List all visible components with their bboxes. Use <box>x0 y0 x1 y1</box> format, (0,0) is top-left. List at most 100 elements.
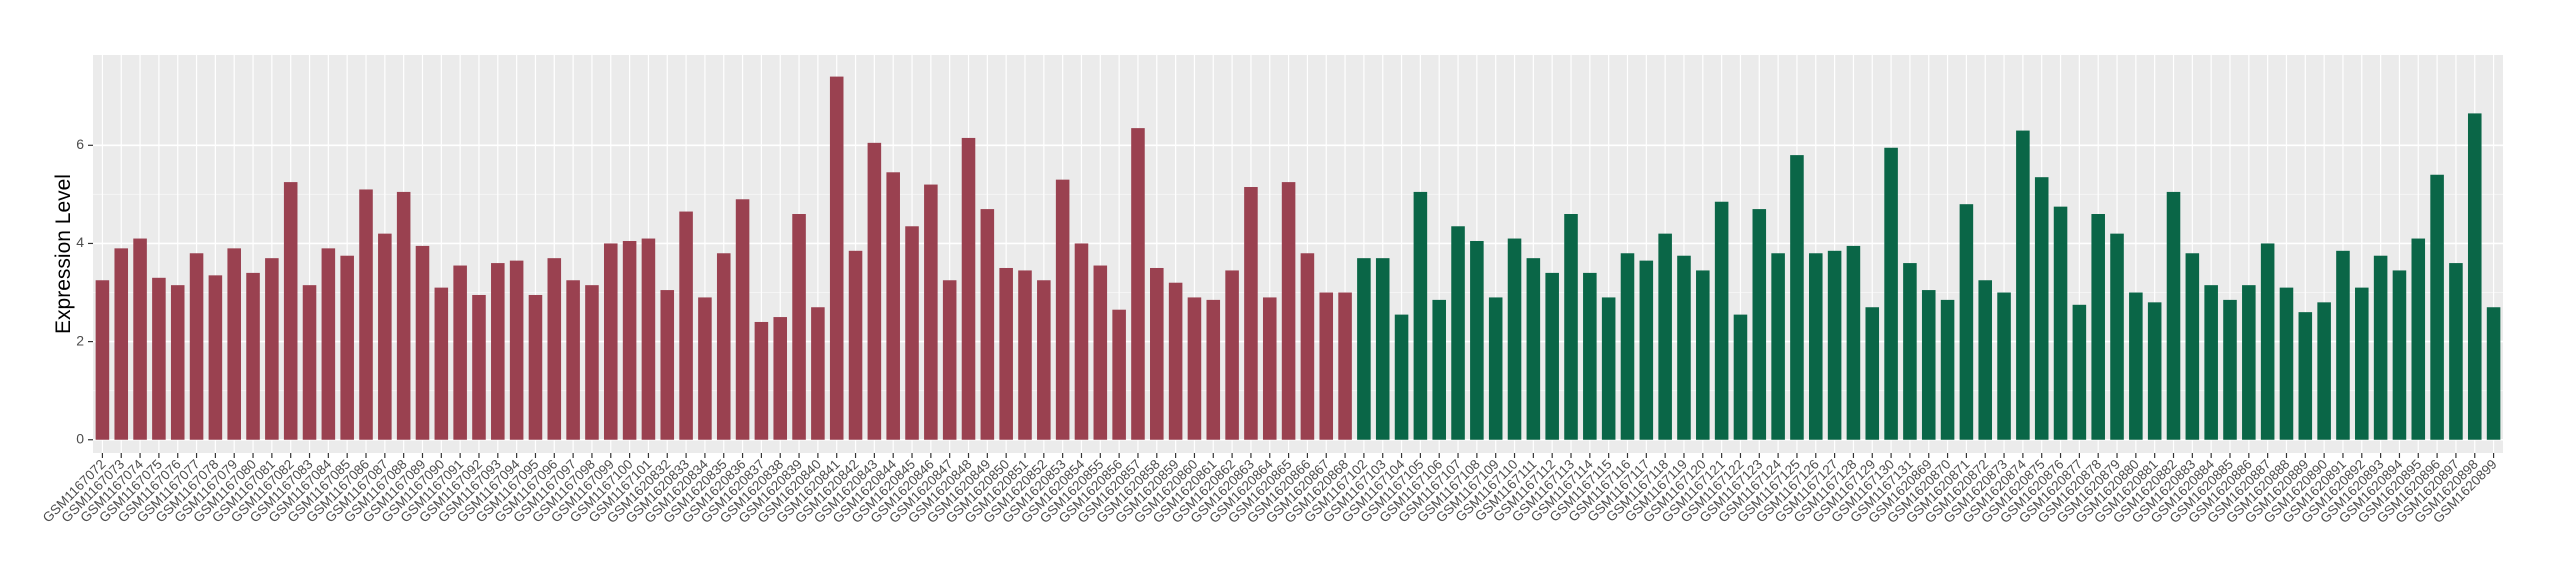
bar <box>2298 312 2313 440</box>
bar <box>1733 314 1748 440</box>
bar <box>359 189 373 440</box>
bar <box>886 172 900 440</box>
bar <box>1225 270 1239 440</box>
bar <box>2185 253 2200 440</box>
bar <box>491 263 505 440</box>
bar <box>2430 174 2444 440</box>
bar <box>1413 191 1428 440</box>
y-tick-label: 4 <box>76 234 84 250</box>
bar <box>283 182 298 440</box>
bar <box>2279 287 2294 440</box>
bar <box>133 238 147 440</box>
bar <box>1714 201 1729 440</box>
bar <box>1658 233 1672 440</box>
bar <box>1827 250 1842 440</box>
bar <box>2223 299 2237 440</box>
bar <box>302 285 317 440</box>
bar <box>1921 290 1936 440</box>
bar <box>1846 245 1861 440</box>
bar <box>434 287 449 440</box>
bar <box>924 184 938 440</box>
y-tick-label: 0 <box>76 430 84 446</box>
bar <box>980 209 995 440</box>
y-tick-label: 2 <box>76 332 84 348</box>
bar <box>2166 191 2181 440</box>
bar <box>1206 299 1221 440</box>
bar <box>1093 265 1108 440</box>
bar <box>1583 272 1597 440</box>
bar <box>1639 260 1654 440</box>
bar <box>1997 292 2011 440</box>
bar <box>1564 214 1578 440</box>
bar <box>1394 314 1409 440</box>
bar <box>227 248 241 440</box>
bar <box>114 248 129 440</box>
bar <box>1357 258 1371 440</box>
bar <box>1470 240 1484 440</box>
y-tick-label: 6 <box>76 136 84 152</box>
bar <box>2336 250 2350 440</box>
bar <box>2110 233 2124 440</box>
bar <box>829 76 844 440</box>
bar <box>1771 253 1785 440</box>
bar <box>867 142 882 440</box>
bar <box>415 245 430 440</box>
bar <box>2072 304 2087 440</box>
bar <box>716 253 731 440</box>
bar <box>2129 292 2143 440</box>
bar <box>1262 297 1277 440</box>
bar <box>2034 177 2049 440</box>
bar <box>1338 292 1352 440</box>
bar <box>321 248 336 440</box>
bar <box>246 272 260 440</box>
bars <box>95 76 2501 440</box>
bar <box>1884 147 1898 440</box>
bar <box>2411 238 2426 440</box>
bar <box>1808 253 1823 440</box>
bar <box>1131 128 1145 440</box>
bar <box>773 317 788 440</box>
bar <box>1696 270 1710 440</box>
bar <box>1488 297 1503 440</box>
bar <box>1959 204 1974 440</box>
bar <box>265 258 279 440</box>
bar <box>2373 255 2388 440</box>
bar <box>189 253 204 440</box>
bar <box>1978 280 1993 440</box>
bar <box>1601 297 1616 440</box>
bar <box>528 294 543 440</box>
bar <box>905 226 919 440</box>
bar <box>811 307 825 440</box>
bar <box>2091 214 2105 440</box>
bar <box>2242 285 2256 440</box>
bar <box>566 280 580 440</box>
bar <box>2204 285 2218 440</box>
bar <box>1865 307 1880 440</box>
bar <box>547 258 562 440</box>
bar <box>1037 280 1051 440</box>
bar <box>1545 272 1559 440</box>
bar <box>622 240 637 440</box>
bar <box>1281 182 1296 440</box>
bar <box>2392 270 2407 440</box>
bar <box>1903 263 1917 440</box>
bar <box>2355 287 2369 440</box>
bar <box>1055 179 1070 440</box>
axes: 0246GSM1167072GSM1167073GSM1167074GSM116… <box>40 136 2500 526</box>
bar <box>679 211 693 440</box>
bar <box>735 199 750 440</box>
bar <box>1620 253 1635 440</box>
bar <box>1074 243 1089 440</box>
bar <box>1187 297 1202 440</box>
bar <box>603 243 618 440</box>
bar <box>754 321 769 440</box>
bar <box>641 238 656 440</box>
bar <box>1375 258 1390 440</box>
bar <box>2467 113 2482 440</box>
bar <box>340 255 354 440</box>
bar <box>999 267 1013 440</box>
bar <box>2260 243 2275 440</box>
bar <box>698 297 712 440</box>
